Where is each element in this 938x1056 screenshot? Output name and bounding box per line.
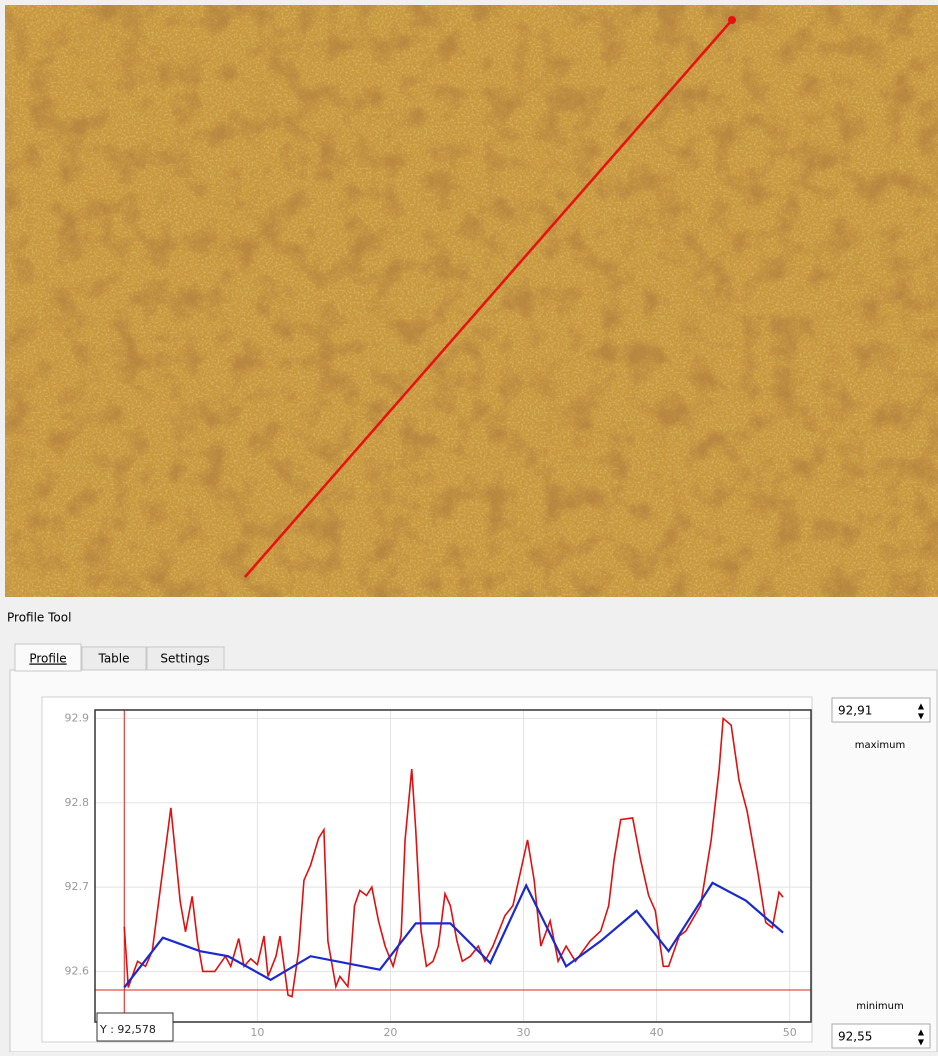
y-tick-label: 92.7 (65, 880, 90, 893)
max-label: maximum (855, 740, 905, 751)
x-tick-label: 30 (517, 1026, 531, 1039)
screen: Profile Tool Profile Table Settings 92,9… (0, 0, 938, 1052)
profile-end (728, 16, 736, 24)
cursor-label: Y : 92,578 (99, 1023, 156, 1036)
max-value[interactable]: 92,91 (838, 704, 872, 718)
y-tick-label: 92.8 (65, 796, 90, 809)
tab-label[interactable]: Settings (160, 652, 209, 666)
spin-arrow[interactable]: ▲ (918, 702, 925, 711)
x-tick-label: 10 (250, 1026, 264, 1039)
tab-label[interactable]: Profile (29, 652, 66, 666)
x-tick-label: 40 (650, 1026, 664, 1039)
tab-label[interactable]: Table (97, 652, 129, 666)
min-value[interactable]: 92,55 (838, 1030, 872, 1044)
spin-arrow[interactable]: ▲ (918, 1028, 925, 1037)
profile-plot: 92.692.792.892.901020304050Y : 92,578 (65, 710, 812, 1041)
min-label: minimum (856, 1001, 903, 1012)
x-tick-label: 20 (383, 1026, 397, 1039)
spin-arrow[interactable]: ▼ (918, 1038, 925, 1047)
panel-title: Profile Tool (7, 611, 71, 625)
map-view (5, 5, 938, 597)
plot-area (95, 710, 811, 1022)
x-tick-label: 50 (783, 1026, 797, 1039)
spin-arrow[interactable]: ▼ (918, 712, 925, 721)
y-tick-label: 92.6 (65, 964, 90, 977)
y-tick-label: 92.9 (65, 711, 90, 724)
